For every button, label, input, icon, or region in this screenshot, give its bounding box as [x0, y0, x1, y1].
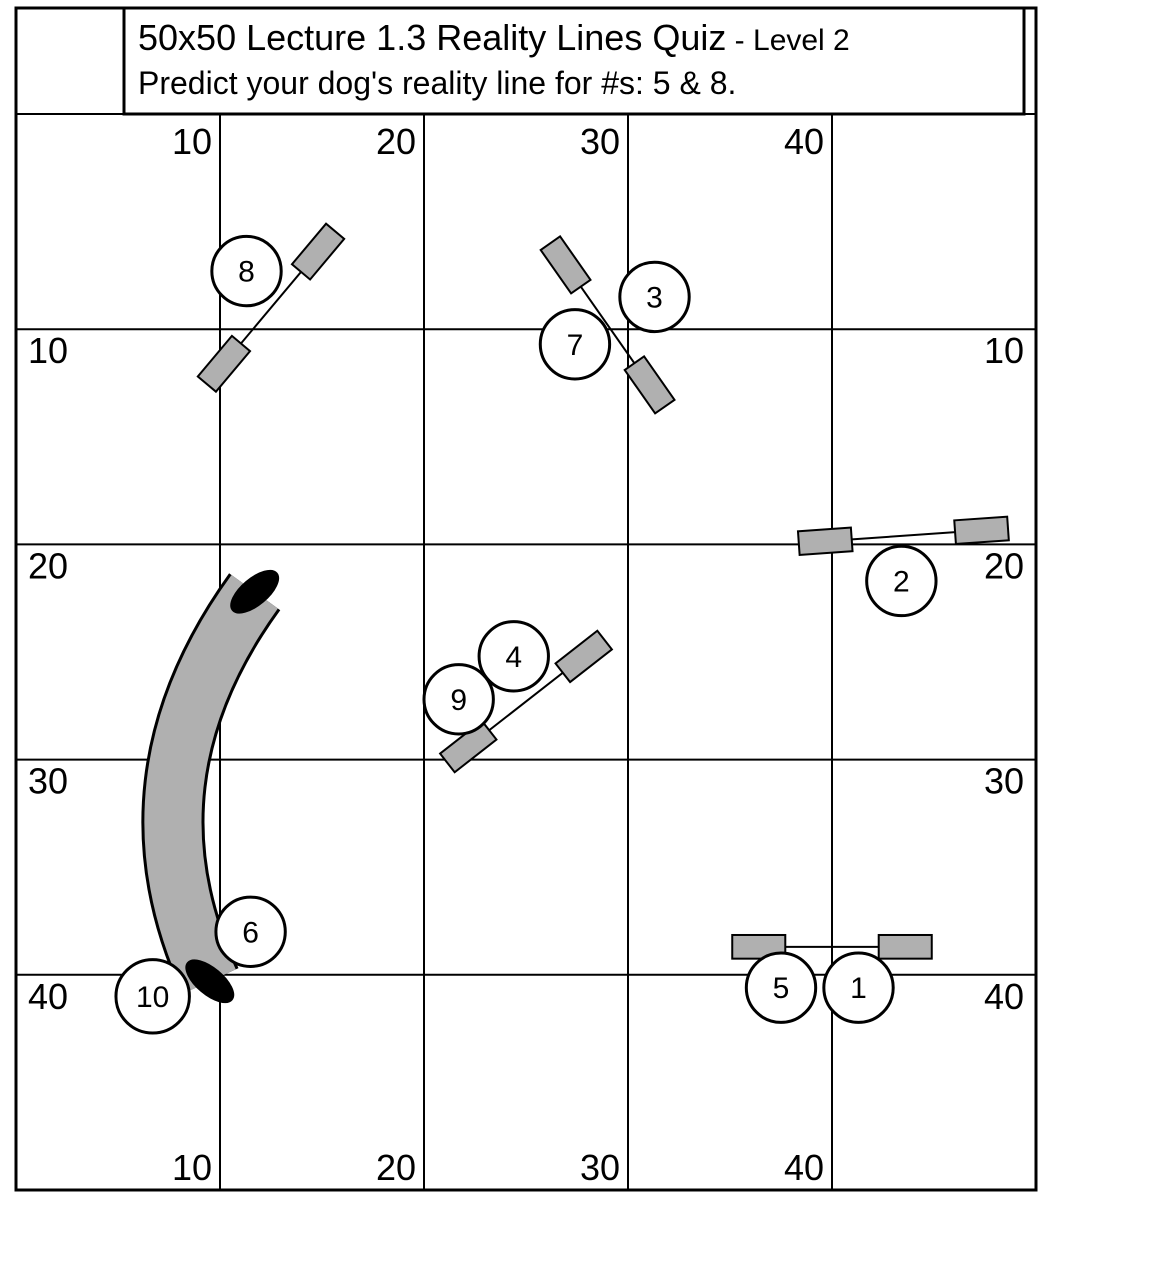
jump-stanchion	[292, 224, 344, 280]
axis-bottom-label: 40	[784, 1147, 824, 1188]
title-layer: 50x50 Lecture 1.3 Reality Lines Quiz - L…	[124, 8, 1024, 114]
number-label-2: 2	[893, 565, 910, 598]
jump-stanchion	[541, 236, 591, 293]
axis-right-label: 30	[984, 761, 1024, 802]
axis-top-label: 10	[172, 121, 212, 162]
axis-bottom-label: 20	[376, 1147, 416, 1188]
number-label-6: 6	[242, 916, 259, 949]
jump-stanchion	[879, 935, 932, 959]
axis-left-label: 40	[28, 976, 68, 1017]
jump-stanchion	[954, 517, 1009, 544]
axis-bottom-label: 10	[172, 1147, 212, 1188]
number-label-5: 5	[773, 972, 790, 1005]
number-label-4: 4	[505, 641, 522, 674]
number-label-9: 9	[450, 684, 467, 717]
axis-top-label: 30	[580, 121, 620, 162]
axis-left-label: 30	[28, 761, 68, 802]
axis-left-label: 20	[28, 545, 68, 586]
number-label-8: 8	[238, 256, 255, 289]
axis-right-label: 10	[984, 330, 1024, 371]
axis-right-label: 40	[984, 976, 1024, 1017]
axis-left-label: 10	[28, 330, 68, 371]
number-label-7: 7	[567, 329, 584, 362]
course-diagram: 8 3 7 2 4 9 6 10 5 1 10 20 30 40 10 20 30 40 10 20 30 40 10 20…	[0, 0, 1156, 1280]
axis-bottom-label: 30	[580, 1147, 620, 1188]
number-label-1: 1	[850, 972, 867, 1005]
title-subtitle: Predict your dog's reality line for #s: …	[138, 65, 736, 101]
axis-top-label: 40	[784, 121, 824, 162]
number-label-10: 10	[136, 981, 169, 1014]
jump-stanchion	[556, 631, 612, 682]
jump-stanchion	[625, 356, 675, 413]
jump-stanchion	[798, 528, 853, 555]
axis-top-label: 20	[376, 121, 416, 162]
axis-right-label: 20	[984, 545, 1024, 586]
title-main: 50x50 Lecture 1.3 Reality Lines Quiz - L…	[138, 17, 850, 58]
title-level: - Level 2	[726, 24, 849, 57]
number-label-3: 3	[646, 281, 663, 314]
diagram-page: { "title": { "main": "50x50 Lecture 1.3 …	[0, 0, 1156, 1280]
jump-stanchion	[198, 336, 250, 392]
